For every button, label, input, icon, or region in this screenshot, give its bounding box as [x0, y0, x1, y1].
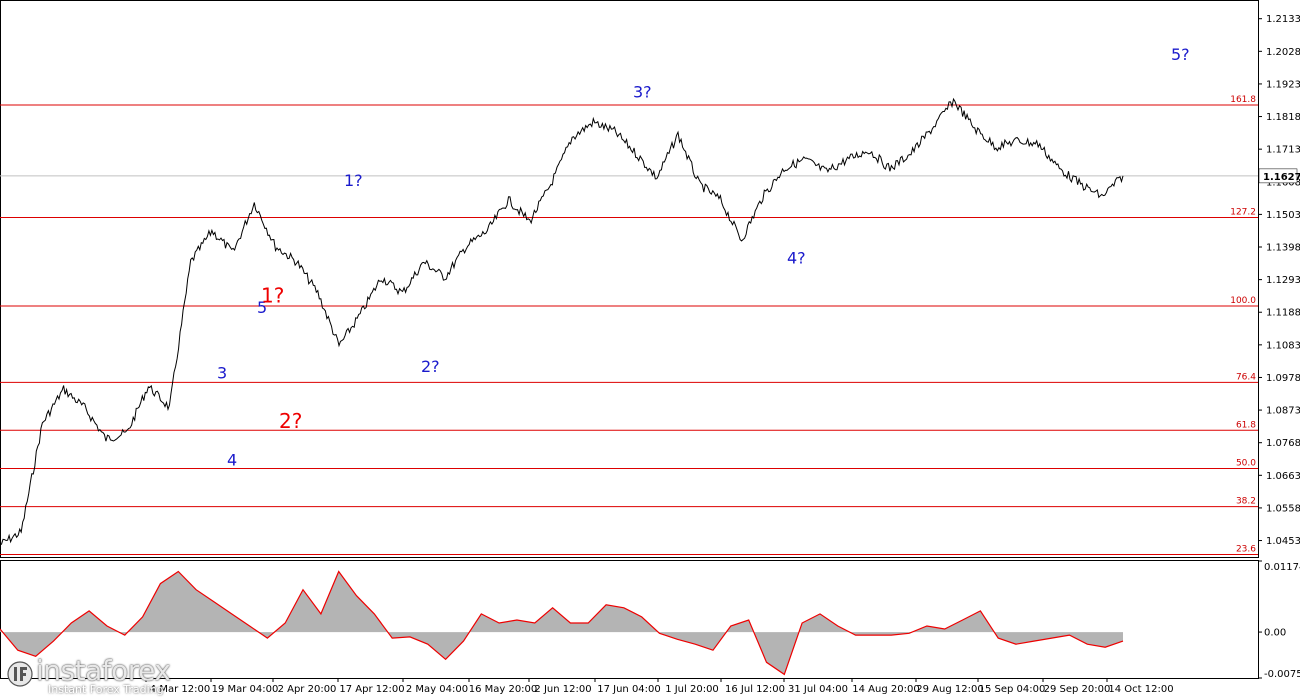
y-tick-label: 1.2028	[1266, 47, 1300, 58]
wave-label: 2?	[421, 357, 440, 376]
y-tick-label: 1.0453	[1266, 536, 1300, 547]
price-axis: 1.21331.20281.19231.18181.17131.16081.15…	[1258, 14, 1300, 547]
fibonacci-levels: 161.8 127.2 100.0 76.4 61.8 50.0 38.2 23.6	[0, 95, 1258, 556]
x-tick-label: 2 Jun 12:00	[534, 684, 591, 695]
price-series	[0, 97, 1124, 545]
instaforex-watermark: instaforex Instant Forex Trading	[0, 654, 180, 700]
x-tick-label: 1 Jul 20:00	[665, 684, 719, 695]
wave-label: 3?	[633, 82, 652, 101]
x-tick-label: 19 Mar 04:00	[212, 684, 279, 695]
wave-label: 1?	[344, 171, 363, 190]
fib-level-label: 76.4	[1236, 372, 1256, 382]
watermark-brand: instaforex	[36, 654, 171, 687]
price-line	[0, 97, 1124, 545]
instaforex-logo-icon	[7, 661, 33, 687]
x-tick-label: 2 Apr 20:00	[278, 684, 337, 695]
wave-label: 5	[257, 298, 267, 317]
x-tick-label: 17 Jun 04:00	[597, 684, 661, 695]
y-tick-label: 1.1713	[1266, 145, 1300, 156]
wave-label: 1?	[261, 283, 284, 307]
x-tick-label: 29 Aug 12:00	[916, 684, 983, 695]
oscillator-histogram	[0, 571, 1123, 675]
fib-level-label: 161.8	[1230, 95, 1256, 105]
y-tick-label: 1.1293	[1266, 275, 1300, 286]
osc-y-tick-label: 0.01174	[1264, 562, 1300, 573]
x-tick-label: 14 Aug 20:00	[852, 684, 919, 695]
wave-label: 2?	[279, 409, 302, 433]
y-tick-label: 1.2133	[1266, 14, 1300, 25]
oscillator-signal-line	[0, 570, 1124, 676]
y-tick-label: 1.1083	[1266, 340, 1300, 351]
current-price-tag	[1258, 168, 1298, 184]
x-tick-label: 14 Oct 12:00	[1108, 684, 1173, 695]
fib-level-label: 127.2	[1230, 207, 1256, 217]
fib-level-label: 23.6	[1236, 545, 1256, 555]
fib-level-label: 100.0	[1230, 296, 1256, 306]
x-tick-label: 16 May 20:00	[469, 684, 538, 695]
x-tick-label: 15 Sep 04:00	[979, 684, 1046, 695]
x-tick-label: 16 Jul 12:00	[725, 684, 785, 695]
wave-label: 3	[217, 363, 227, 382]
fib-level-label: 38.2	[1236, 497, 1256, 507]
y-tick-label: 1.0663	[1266, 471, 1300, 482]
y-tick-label: 1.1188	[1266, 308, 1300, 319]
fib-level-label: 61.8	[1236, 420, 1256, 430]
y-tick-label: 1.1818	[1266, 112, 1300, 123]
fib-level-label: 50.0	[1236, 458, 1256, 468]
x-tick-label: 17 Apr 12:00	[339, 684, 404, 695]
x-tick-label: 2 May 04:00	[406, 684, 468, 695]
y-tick-label: 1.1503	[1266, 210, 1300, 221]
y-tick-label: 1.0558	[1266, 503, 1300, 514]
y-tick-label: 1.1923	[1266, 79, 1300, 90]
y-tick-label: 1.0978	[1266, 373, 1300, 384]
wave-label: 4	[227, 450, 237, 469]
current-price-value: 1.1627	[1263, 172, 1300, 183]
watermark-tagline: Instant Forex Trading	[48, 683, 164, 696]
y-tick-label: 1.0768	[1266, 438, 1300, 449]
wave-label: 5?	[1171, 45, 1190, 64]
y-tick-label: 1.1398	[1266, 243, 1300, 254]
oscillator-series	[0, 570, 1124, 676]
main-pane-border	[0, 0, 1259, 558]
osc-y-tick-label: -0.00759	[1264, 669, 1300, 680]
oscillator-axis: 0.01174 0.00 -0.00759	[1258, 560, 1300, 680]
y-tick-label: 1.0873	[1266, 406, 1300, 417]
osc-y-tick-label: 0.00	[1264, 628, 1286, 639]
time-axis: 4 Mar 12:00 19 Mar 04:00 2 Apr 20:00 17 Apr…	[145, 678, 1174, 695]
x-tick-label: 4 Mar 12:00	[150, 684, 210, 695]
x-tick-label: 29 Sep 20:00	[1044, 684, 1111, 695]
wave-label: 4?	[787, 248, 806, 267]
oscillator-pane-border	[0, 560, 1259, 679]
x-tick-label: 31 Jul 04:00	[788, 684, 848, 695]
